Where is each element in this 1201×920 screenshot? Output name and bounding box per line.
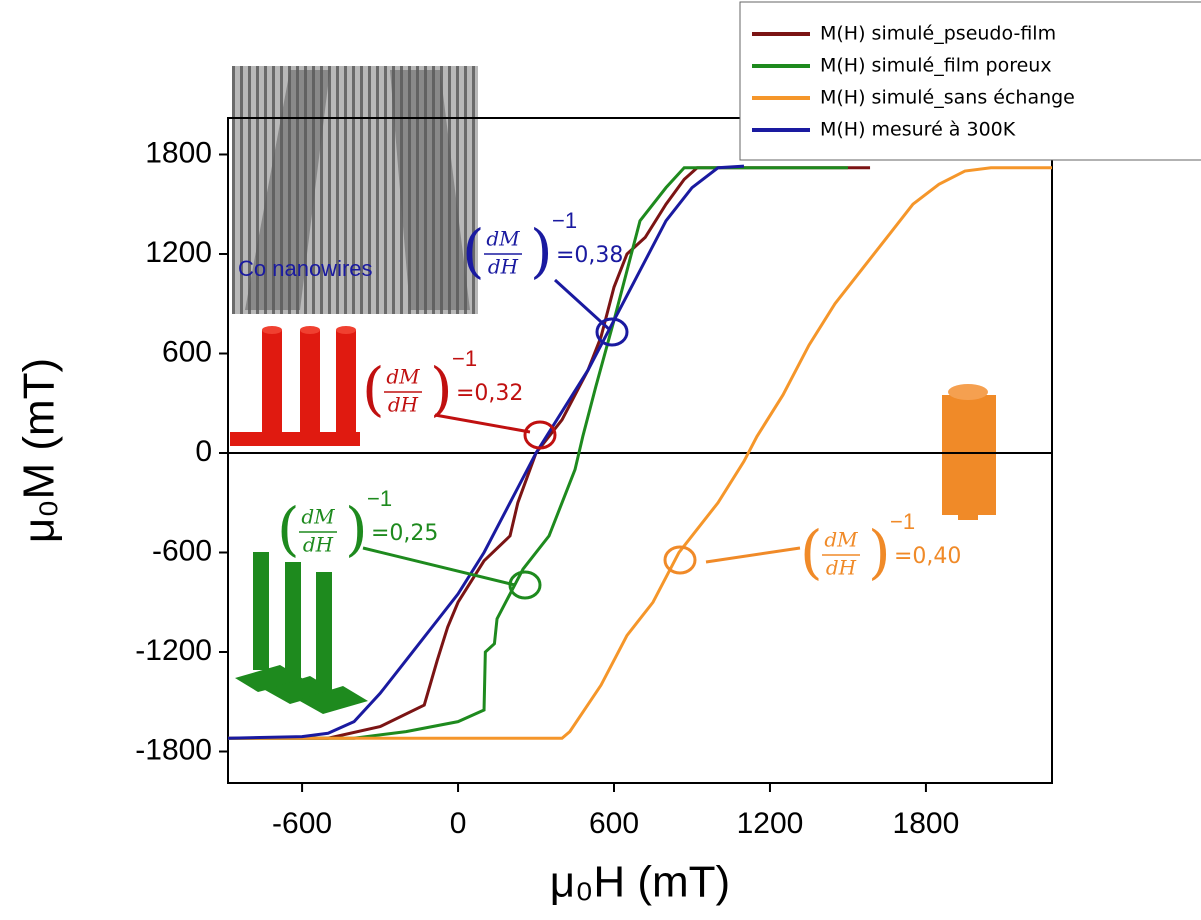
- y-tick-label: -600: [152, 534, 212, 567]
- annotation-exponent: −1: [452, 346, 477, 371]
- paren: ): [530, 217, 553, 285]
- inset-image: [232, 66, 478, 314]
- annotation-numerator: dM: [824, 528, 858, 552]
- annotation-numerator: dM: [486, 227, 520, 251]
- paren: (: [462, 217, 485, 285]
- annotation-arrow: [705, 546, 801, 564]
- paren: ): [868, 518, 891, 586]
- inset-caption: Co nanowires: [238, 256, 373, 281]
- paren: ): [345, 495, 368, 563]
- legend-label: M(H) mesuré à 300K: [820, 119, 1016, 141]
- y-tick-label: 0: [195, 435, 212, 468]
- annotation-ring: [595, 317, 629, 347]
- series-line: [227, 164, 745, 740]
- annotation-arrow: [362, 546, 516, 587]
- y-axis-title: μ₀M (mT): [15, 358, 64, 543]
- x-tick-label: 600: [589, 807, 639, 840]
- y-tick-label: -1200: [135, 634, 212, 667]
- annotation-exponent: −1: [552, 208, 577, 233]
- legend-label: M(H) simulé_pseudo-film: [820, 23, 1056, 45]
- annotation-value: =0,38: [556, 243, 623, 268]
- annotation-exponent: −1: [367, 486, 392, 511]
- annotation-denominator: dH: [488, 255, 519, 279]
- annotation-denominator: dH: [388, 393, 419, 417]
- x-axis-title: μ₀H (mT): [550, 858, 730, 907]
- annotation-denominator: dH: [826, 556, 857, 580]
- annotation-numerator: dM: [386, 365, 420, 389]
- x-tick-label: 1200: [737, 807, 804, 840]
- x-tick-label: -600: [272, 807, 332, 840]
- annotation-exponent: −1: [890, 509, 915, 534]
- series-line: [228, 166, 848, 740]
- y-tick-label: -1800: [135, 733, 212, 766]
- y-tick-label: 1800: [145, 136, 212, 169]
- plot-frame: [227, 117, 1053, 784]
- x-tick-label: 0: [450, 807, 467, 840]
- paren: (: [362, 355, 385, 423]
- annotation-value: =0,32: [456, 381, 523, 406]
- legend-label: M(H) simulé_sans échange: [820, 87, 1075, 109]
- paren: (: [277, 495, 300, 563]
- legend: [739, 1, 1201, 161]
- annotation-arrow: [434, 413, 531, 434]
- annotation-ring: [508, 570, 542, 600]
- y-tick-label: 1200: [145, 236, 212, 269]
- pillar-icon-orange: [942, 384, 996, 520]
- x-tick-label: 1800: [893, 807, 960, 840]
- legend-label: M(H) simulé_film poreux: [820, 55, 1052, 77]
- pillar-icon-green: [235, 552, 368, 714]
- annotation-numerator: dM: [301, 505, 335, 529]
- y-tick-label: 600: [162, 335, 212, 368]
- annotation-denominator: dH: [303, 533, 334, 557]
- series-line: [228, 166, 1052, 740]
- pillar-icon-red: [230, 326, 360, 446]
- paren: ): [430, 355, 453, 423]
- annotation-value: =0,25: [371, 521, 438, 546]
- paren: (: [800, 518, 823, 586]
- annotation-value: =0,40: [894, 544, 961, 569]
- annotation-ring: [663, 545, 697, 575]
- annotation-ring: [523, 420, 557, 450]
